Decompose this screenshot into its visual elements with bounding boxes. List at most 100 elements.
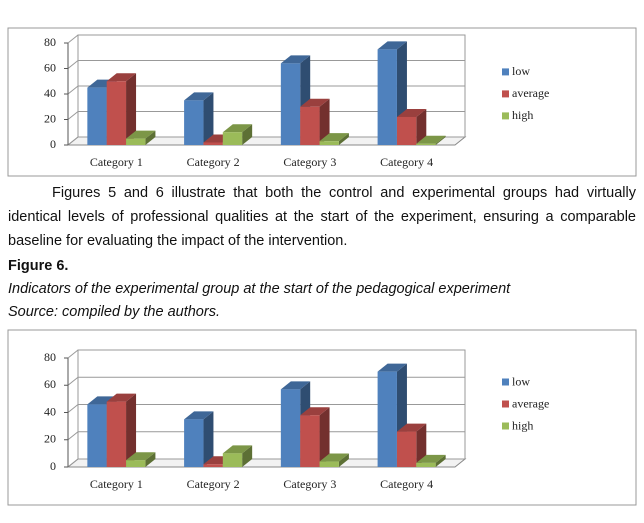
legend-label: low <box>512 374 530 388</box>
bar-top <box>416 454 446 463</box>
bar-top <box>377 41 407 50</box>
bar-side <box>203 411 214 467</box>
x-tick-label: Category 2 <box>187 477 240 491</box>
y-tick-label: 20 <box>44 432 56 446</box>
bar-side <box>126 393 137 467</box>
bar-top <box>184 92 214 101</box>
bar-top <box>126 452 156 461</box>
x-tick-label: Category 1 <box>90 155 143 169</box>
figure-caption: Indicators of the experimental group at … <box>8 281 511 297</box>
bar-top <box>396 108 427 117</box>
legend-swatch <box>502 90 509 98</box>
bar-side <box>319 407 330 467</box>
bar <box>396 116 417 145</box>
bar <box>377 49 397 145</box>
legend-swatch <box>502 68 509 76</box>
bar <box>184 419 204 467</box>
bar <box>319 141 339 145</box>
x-tick-label: Category 4 <box>380 155 433 169</box>
bar <box>300 415 320 467</box>
grid-line-depth <box>67 349 79 359</box>
paragraph: Figures 5 and 6 illustrate that both the… <box>8 185 636 249</box>
legend-label: average <box>512 396 549 410</box>
bar-top <box>87 396 117 405</box>
bar <box>416 462 436 467</box>
bar-top <box>126 130 156 139</box>
bar-top <box>300 407 330 416</box>
bar-top <box>300 98 330 107</box>
bar <box>203 142 223 145</box>
bar-top <box>222 124 253 133</box>
bar-top <box>280 381 311 390</box>
grid-line-depth <box>67 458 79 468</box>
bar-side <box>203 92 214 145</box>
y-tick-label: 20 <box>44 111 56 125</box>
legend-swatch <box>502 378 509 386</box>
bar-top <box>416 135 446 144</box>
y-tick-label: 60 <box>44 377 56 391</box>
bar-top <box>377 363 407 372</box>
bar <box>416 143 436 145</box>
bar <box>126 138 146 145</box>
bar <box>106 81 127 145</box>
x-tick-label: Category 1 <box>90 477 143 491</box>
grid-line-depth <box>67 376 79 386</box>
bar <box>203 464 223 467</box>
bar-top <box>396 423 427 432</box>
y-tick-label: 40 <box>44 86 56 100</box>
figure-source: Source: compiled by the authors. <box>8 304 220 320</box>
bar-side <box>319 98 330 145</box>
y-tick-label: 0 <box>50 137 56 151</box>
grid-line-depth <box>67 111 79 120</box>
y-tick-label: 80 <box>44 350 56 364</box>
bar-side <box>338 453 349 467</box>
bar <box>280 389 301 467</box>
bar <box>222 453 243 467</box>
bar-side <box>416 108 427 145</box>
y-tick-label: 80 <box>44 35 56 49</box>
bar-top <box>222 445 253 454</box>
bar-side <box>416 423 427 467</box>
grid-line-depth <box>67 404 79 413</box>
legend-swatch <box>502 422 509 430</box>
bar-top <box>319 133 349 142</box>
grid-line-depth <box>67 60 79 69</box>
y-tick-label: 40 <box>44 404 56 418</box>
bar-side <box>145 130 156 145</box>
legend-swatch <box>502 112 509 120</box>
bar-top <box>280 55 311 64</box>
grid-line-depth <box>67 85 79 95</box>
figure-label: Figure 6. <box>8 258 69 274</box>
bar-top <box>319 453 349 462</box>
bar <box>280 63 301 145</box>
bar <box>300 106 320 145</box>
bar <box>319 461 339 467</box>
legend-label: average <box>512 86 549 100</box>
bar-side <box>435 135 446 145</box>
bar <box>87 87 107 145</box>
bar <box>106 401 127 467</box>
y-tick-label: 60 <box>44 60 56 74</box>
bar <box>87 404 107 467</box>
legend-label: high <box>512 418 533 432</box>
bar-side <box>435 454 446 467</box>
legend-label: low <box>512 64 530 78</box>
grid-line-depth <box>67 136 79 146</box>
x-tick-label: Category 3 <box>283 477 336 491</box>
bar-top <box>106 73 137 82</box>
bar-top <box>184 411 214 420</box>
y-tick-label: 0 <box>50 459 56 473</box>
grid-line-depth <box>67 431 79 441</box>
x-tick-label: Category 3 <box>283 155 336 169</box>
legend-label: high <box>512 108 533 122</box>
bar <box>184 100 204 145</box>
x-tick-label: Category 4 <box>380 477 433 491</box>
grid-line-depth <box>67 34 79 44</box>
bar-side <box>145 452 156 467</box>
bar <box>396 431 417 467</box>
bar <box>126 460 146 467</box>
legend-swatch <box>502 400 509 408</box>
bar-side <box>126 73 137 145</box>
